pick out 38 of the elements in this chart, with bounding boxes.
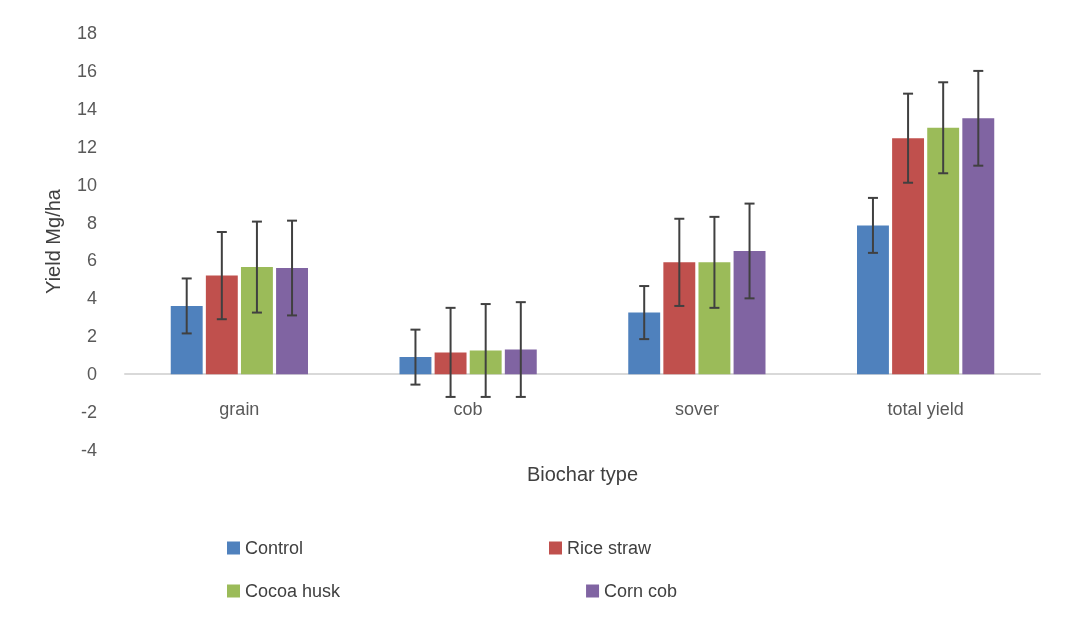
y-tick-label: -4	[80, 440, 97, 460]
y-tick-label: 18	[76, 23, 97, 43]
legend-label: Control	[245, 538, 304, 558]
bar	[434, 352, 467, 375]
bar	[240, 267, 273, 375]
bar	[733, 250, 766, 375]
bar	[504, 349, 537, 375]
y-tick-label: 12	[76, 136, 97, 157]
x-tick-label: cob	[453, 399, 483, 419]
bar	[857, 225, 889, 375]
bar	[698, 262, 731, 375]
y-tick-label: 8	[86, 212, 97, 233]
legend-label: Rice straw	[567, 538, 653, 558]
y-axis-title: Yield Mg/ha	[42, 188, 64, 294]
y-tick-label: 6	[86, 250, 97, 271]
bar	[170, 305, 203, 375]
bar	[663, 262, 696, 375]
y-tick-label: 2	[86, 326, 97, 347]
legend-label: Cocoa husk	[245, 581, 342, 601]
bar	[628, 312, 661, 375]
y-tick-label: 4	[86, 288, 97, 309]
legend-label: Corn cob	[604, 581, 678, 601]
bar	[962, 118, 995, 375]
bar	[892, 138, 925, 375]
x-tick-label: grain	[219, 399, 260, 419]
bar	[469, 350, 502, 375]
y-tick-label: 16	[76, 60, 97, 81]
y-tick-label: 0	[86, 364, 97, 385]
y-tick-label: 10	[76, 174, 97, 195]
x-tick-label: sover	[674, 399, 719, 419]
bar	[276, 268, 308, 375]
y-tick-label: 14	[76, 98, 97, 119]
bar	[205, 275, 238, 375]
bar	[927, 127, 960, 375]
x-axis-title: Biochar type	[526, 463, 639, 485]
x-tick-label: total yield	[887, 399, 964, 419]
y-tick-label: -2	[80, 402, 97, 423]
bar	[399, 357, 432, 375]
